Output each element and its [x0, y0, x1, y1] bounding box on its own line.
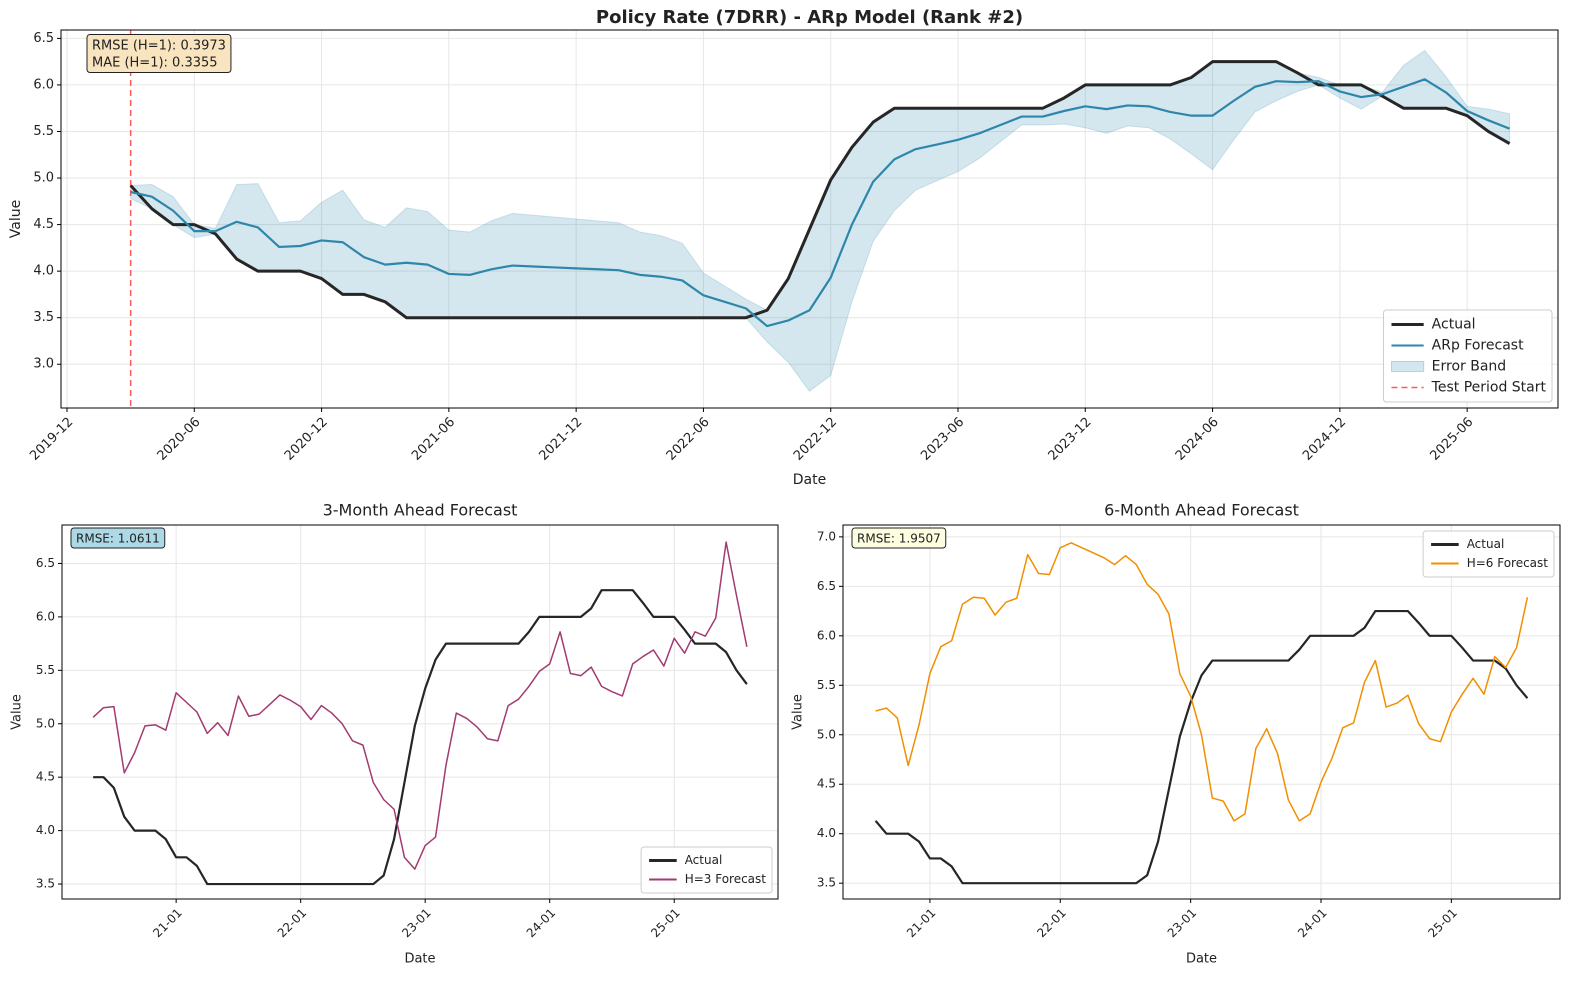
y-tick-label: 4.5: [36, 770, 55, 784]
y-tick-label: 6.5: [33, 31, 54, 46]
x-tick-label: 25-01: [648, 906, 683, 941]
series-line: [93, 589, 748, 886]
x-tick-label: 2020-06: [155, 415, 204, 464]
error-band: [130, 49, 1511, 392]
legend-box: [1382, 309, 1553, 403]
x-tick-label: 2024-06: [1173, 415, 1222, 464]
plot-frame: [842, 524, 1561, 900]
subplot-title: Policy Rate (7DRR) - ARp Model (Rank #2): [596, 7, 1023, 28]
y-tick-label: 4.5: [33, 217, 54, 232]
x-tick-label: 2023-06: [918, 415, 967, 464]
y-tick-label: 3.5: [33, 310, 54, 325]
annotation-box: [851, 527, 947, 549]
y-tick-label: 3.0: [33, 357, 54, 372]
y-tick-label: 6.5: [36, 556, 55, 570]
y-tick-label: 3.5: [817, 876, 836, 890]
y-tick-label: 6.0: [33, 77, 54, 92]
y-axis-label: Value: [10, 694, 25, 730]
y-axis-label: Value: [791, 694, 806, 730]
y-tick-label: 5.5: [33, 124, 54, 139]
y-tick-label: 4.5: [817, 777, 836, 791]
annotation-text: RMSE: 1.0611: [76, 532, 160, 546]
annotation-box: [86, 34, 232, 73]
legend-label: Actual: [1467, 537, 1505, 551]
legend-box: [1422, 530, 1555, 578]
series-line: [874, 609, 1529, 885]
series-line: [875, 542, 1529, 822]
legend-label: H=6 Forecast: [1467, 556, 1549, 570]
x-tick-label: 21-01: [150, 906, 185, 941]
x-tick-label: 2022-06: [664, 415, 713, 464]
y-axis-label: Value: [8, 200, 24, 238]
legend: Actual H=3 Forecast: [640, 846, 773, 894]
subplot: 2019-12 2020-06 2020-12 2021-06 2021-12 2022-…: [8, 7, 1559, 488]
x-tick-label: 2019-12: [27, 415, 76, 464]
legend-label: H=3 Forecast: [685, 872, 767, 886]
x-tick-label: 24-01: [1295, 906, 1330, 941]
y-tick-label: 5.5: [817, 678, 836, 692]
y-tick-label: 6.0: [817, 628, 836, 642]
x-tick-label: 2023-12: [1046, 415, 1095, 464]
plot-frame: [61, 524, 779, 900]
x-tick-label: 2022-12: [791, 415, 840, 464]
y-tick-label: 7.0: [817, 529, 836, 543]
x-tick-label: 24-01: [524, 906, 559, 941]
x-tick-label: 22-01: [275, 906, 310, 941]
y-tick-label: 6.5: [817, 579, 836, 593]
x-axis-label: Date: [1186, 952, 1217, 967]
annotation-box: [70, 527, 166, 549]
x-tick-label: 2021-06: [409, 415, 458, 464]
y-tick-label: 6.0: [36, 609, 55, 623]
legend-label: Error Band: [1432, 359, 1507, 375]
y-tick-label: 5.0: [36, 716, 55, 730]
subplot: 21-01 22-01 23-01 24-01 25-01 3.5 4.0 4.5 5.0 5.5…: [10, 501, 779, 967]
legend-label: Test Period Start: [1431, 380, 1547, 396]
y-tick-label: 3.5: [36, 877, 55, 891]
x-tick-label: 2025-06: [1427, 415, 1476, 464]
x-tick-label: 22-01: [1034, 906, 1069, 941]
y-tick-label: 4.0: [36, 823, 55, 837]
x-axis-label: Date: [793, 472, 826, 488]
x-tick-label: 23-01: [1165, 906, 1200, 941]
series-line: [129, 60, 1511, 320]
annotation-text: RMSE: 1.9507: [857, 532, 941, 546]
series-line: [92, 541, 748, 870]
plot-frame: [60, 29, 1559, 409]
x-tick-label: 2021-12: [536, 415, 585, 464]
x-tick-label: 23-01: [399, 906, 434, 941]
y-tick-label: 4.0: [33, 264, 54, 279]
legend-label: ARp Forecast: [1432, 338, 1524, 354]
legend: Actual ARp Forecast Error Band Test Period …: [1382, 309, 1553, 403]
y-tick-label: 5.0: [817, 727, 836, 741]
x-tick-label: 2020-12: [282, 415, 331, 464]
annotation-text: MAE (H=1): 0.3355: [92, 56, 218, 71]
x-axis-label: Date: [404, 952, 435, 967]
legend-label: Actual: [1432, 317, 1476, 333]
x-tick-label: 25-01: [1425, 906, 1460, 941]
y-tick-label: 5.0: [33, 171, 54, 186]
series-line: [130, 78, 1510, 328]
annotation-text: RMSE (H=1): 0.3973: [92, 39, 226, 54]
x-tick-label: 21-01: [904, 906, 939, 941]
legend-label: Actual: [685, 853, 723, 867]
legend: Actual H=6 Forecast: [1422, 530, 1555, 578]
subplot-title: 6-Month Ahead Forecast: [1104, 501, 1299, 520]
y-tick-label: 4.0: [817, 826, 836, 840]
subplot: 21-01 22-01 23-01 24-01 25-01 3.5 4.0 4.5 5.0 5.5…: [791, 501, 1561, 967]
subplot-title: 3-Month Ahead Forecast: [323, 501, 518, 520]
x-tick-label: 2024-12: [1300, 415, 1349, 464]
legend-box: [640, 846, 773, 894]
legend-swatch: [1390, 361, 1425, 372]
y-tick-label: 5.5: [36, 663, 55, 677]
